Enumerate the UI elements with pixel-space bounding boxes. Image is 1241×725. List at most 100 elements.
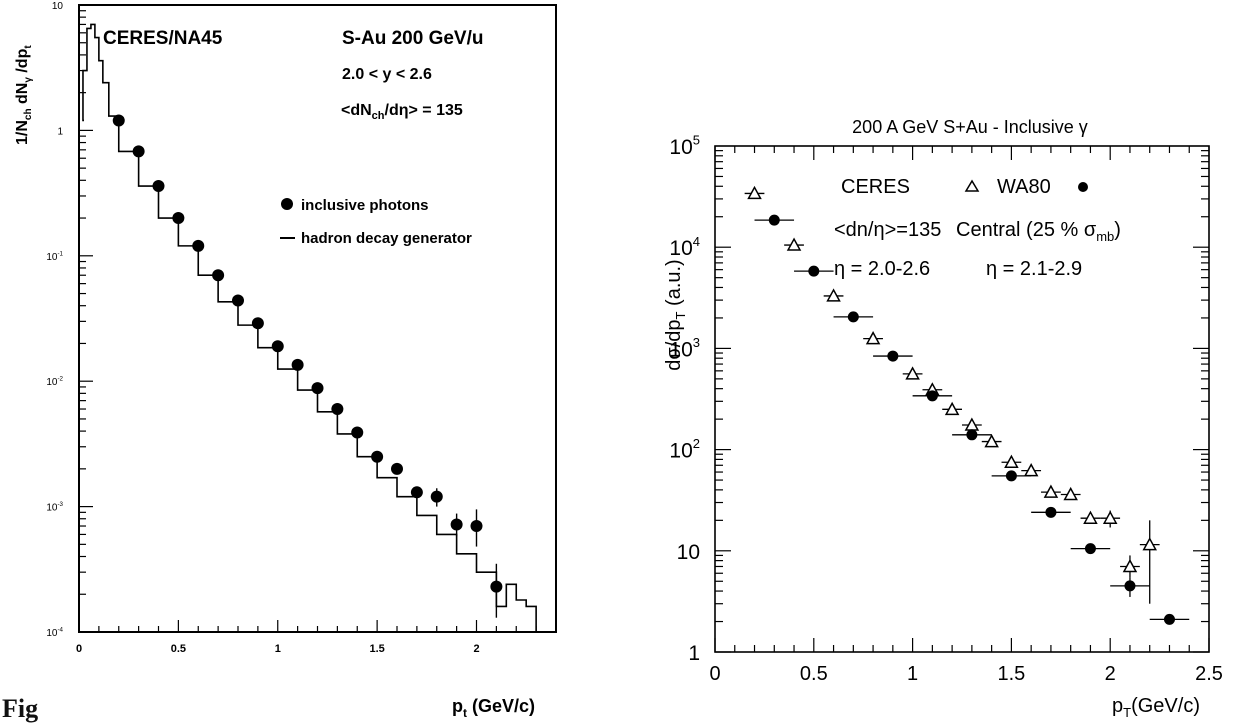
left-x-tick-label: 1 [275,643,281,655]
left-legend: inclusive photons hadron decay generator [280,197,472,247]
left-x-tick-label: 2 [473,643,479,655]
legend-marker-inclusive-photons [281,198,293,210]
right-x-tick-label: 0 [709,663,720,685]
right-y-tick-label: 10 [677,541,700,564]
left-data-point [371,450,384,463]
right-x-tick-label: 1 [907,663,918,685]
figure-caption-fragment: Fig [2,694,39,723]
left-data-point [152,180,165,193]
left-x-tick-label: 0.5 [171,643,186,655]
wa80-data-point [966,429,978,441]
ceres-data-point [1043,484,1059,498]
left-x-tick-label: 0 [76,643,82,655]
left-data-point [351,426,364,439]
right-x-tick-label: 2.5 [1195,663,1223,685]
left-x-axis-label: pt (GeV/c) [452,696,535,720]
left-axis-ticks [78,4,557,633]
wa80-data-point [808,265,820,277]
left-data-point [232,294,244,307]
left-data-point [331,403,344,416]
right-centrality-prefix: Central (25 % σ [956,219,1097,241]
right-y-tick-label: 102 [669,436,700,462]
legend-marker-wa80 [1078,182,1088,192]
left-data-point [192,239,205,252]
legend-label-ceres: CERES [841,176,910,198]
left-data-point [391,462,403,475]
left-data-point [470,520,483,533]
ceres-data-point [1083,510,1098,524]
wa80-data-point [1005,470,1017,482]
left-x-tick-labels: 0 0.5 1 1.5 2 [76,643,480,655]
wa80-data-point [1045,506,1057,518]
left-y-tick-label: 10-3 [46,501,63,513]
ceres-data-point [1122,558,1138,573]
left-data-point [251,317,264,330]
left-y-tick-label: 10-1 [46,250,63,263]
ceres-data-point [826,288,841,302]
left-y-tick-label: 10 [52,1,64,12]
wa80-data-point [768,214,780,226]
legend-marker-ceres [964,179,980,192]
right-y-tick-label: 104 [669,234,700,260]
left-data-point [271,340,284,353]
right-chart-title: 200 A GeV S+Au - Inclusive γ [852,117,1088,137]
wa80-data-point [847,311,859,323]
left-data-point [172,212,185,225]
left-y-axis-label: 1/Nch dNγ /dpt [14,45,34,145]
ceres-data-point [1063,486,1078,501]
ceres-data-point [944,401,960,416]
left-rapidity-label: 2.0 < y < 2.6 [342,66,432,83]
left-y-tick-label: 1 [57,126,63,137]
right-chart: 200 A GeV S+Au - Inclusive γ 11010210310… [663,117,1223,720]
right-eta-ceres-label: η = 2.0-2.6 [834,258,930,280]
legend-label-hadron-decay: hadron decay generator [301,230,472,247]
right-axis-ticks [714,146,1210,653]
wa80-data-point [1084,543,1096,555]
left-data-point [430,490,443,503]
right-y-tick-label: 105 [669,133,700,159]
right-ceres-points [744,185,1160,604]
wa80-data-point [1163,613,1175,625]
right-plot-frame [714,145,1210,653]
right-x-tick-label: 1.5 [997,663,1025,685]
right-centrality-label: Central (25 % σmb) [956,219,1121,244]
left-x-tick-label: 1.5 [369,643,384,655]
left-chart: 10 1 10-1 10-2 10-3 10-4 0 0.5 1 1.5 2 CERES/NA45… [14,1,557,720]
left-system-label: S-Au 200 GeV/u [342,28,484,49]
legend-label-wa80: WA80 [997,176,1051,198]
ceres-data-point [1004,454,1019,468]
ceres-data-point [905,366,920,380]
wa80-data-point [926,390,938,402]
right-y-tick-label: 1 [688,642,700,665]
wa80-data-point [1124,580,1136,592]
left-y-tick-labels: 10 1 10-1 10-2 10-3 10-4 [46,1,63,639]
left-multiplicity-label: <dNch/dη> = 135 [341,102,463,122]
left-plot-frame [78,4,557,633]
right-wa80-points [754,214,1190,625]
wa80-data-point [887,350,899,362]
left-experiment-label: CERES/NA45 [103,28,223,49]
ceres-data-point [747,185,762,200]
right-y-axis-label: dσ/dpT (a.u.) [663,259,688,370]
left-data-point [490,580,503,593]
left-inclusive-photon-points [112,114,503,618]
right-x-axis-label: pT(GeV/c) [1112,695,1200,720]
right-centrality-subscript: mb [1096,229,1114,244]
left-y-tick-label: 10-2 [46,376,63,389]
ceres-data-point [1142,537,1157,551]
ceres-data-point [984,434,999,448]
left-data-point [112,114,125,127]
left-y-tick-label: 10-4 [46,627,63,640]
right-x-tick-labels: 0 0.5 1 1.5 2 2.5 [709,663,1222,685]
left-data-point [450,518,463,531]
right-legend: CERES WA80 [841,176,1088,198]
left-data-point [132,145,145,158]
left-hadron-decay-histogram [82,23,556,633]
ceres-data-point [786,237,802,251]
right-x-tick-label: 0.5 [800,663,828,685]
left-data-point [410,486,423,499]
left-data-point [291,358,304,371]
ceres-data-point [865,331,881,345]
